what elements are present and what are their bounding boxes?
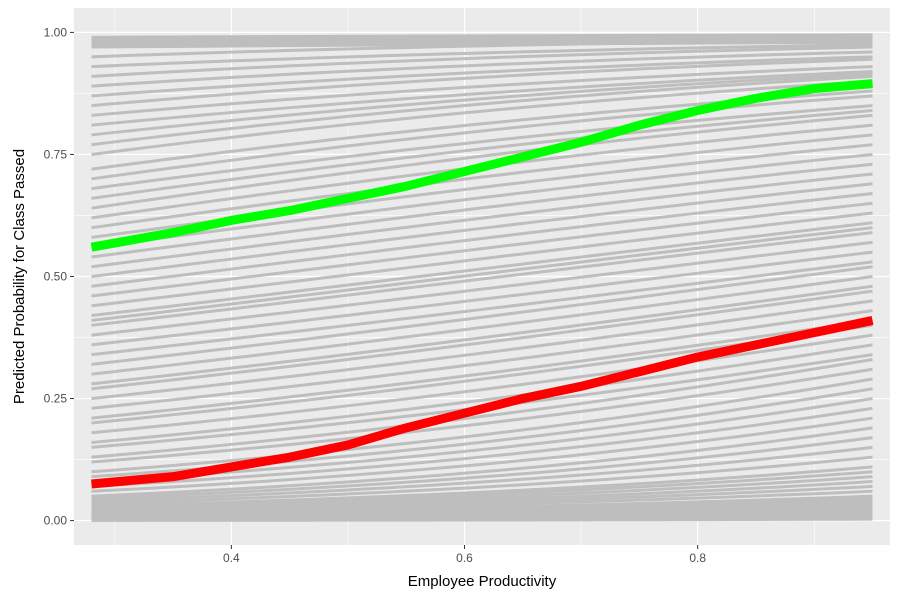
background-series-line	[91, 211, 873, 308]
x-tick-label: 0.4	[223, 551, 240, 565]
background-series-line	[91, 318, 873, 420]
x-axis: 0.4 0.6 0.8	[223, 545, 706, 565]
background-series-line	[91, 221, 873, 318]
background-series-line	[91, 201, 873, 298]
background-series-line	[91, 497, 873, 516]
x-axis-title: Employee Productivity	[408, 573, 557, 590]
background-series-line	[91, 74, 873, 147]
highlight-series-group	[90, 79, 874, 489]
background-series-line	[91, 57, 873, 108]
background-series-line	[91, 43, 873, 69]
background-series-line	[91, 33, 873, 39]
background-series-line	[91, 343, 873, 444]
background-series-group	[91, 33, 873, 522]
background-series-line	[91, 309, 873, 410]
background-series-line	[91, 299, 873, 401]
background-series-line	[91, 133, 873, 230]
background-series-line	[91, 436, 873, 501]
background-series-line	[91, 489, 873, 514]
background-series-line	[91, 192, 873, 288]
background-series-line	[91, 284, 873, 386]
y-axis-title: Predicted Probability for Class Passed	[11, 149, 28, 404]
highlight-series-line	[91, 316, 874, 489]
background-series-line	[91, 72, 873, 137]
background-series-line	[91, 250, 873, 347]
background-series-line	[91, 104, 873, 191]
background-series-line	[91, 113, 873, 210]
background-series-line	[91, 38, 873, 59]
background-series-line	[91, 367, 873, 464]
background-series-line	[91, 162, 873, 259]
background-series-line	[91, 182, 873, 278]
background-series-line	[91, 517, 873, 522]
background-series-line	[91, 289, 873, 391]
highlight-series-line	[90, 79, 873, 252]
y-tick-label: 0.25	[44, 392, 68, 406]
background-series-line	[91, 152, 873, 249]
background-series-line	[91, 426, 873, 498]
y-tick-label: 0.50	[44, 270, 68, 284]
background-series-line	[91, 226, 873, 322]
x-tick-label: 0.6	[456, 551, 473, 565]
background-series-line	[91, 260, 873, 357]
y-tick-label: 1.00	[44, 25, 68, 39]
background-series-line	[91, 470, 873, 509]
background-series-line	[91, 79, 873, 156]
y-tick-label: 0.75	[44, 147, 68, 161]
background-series-line	[91, 109, 873, 200]
background-series-line	[91, 333, 873, 435]
background-series-line	[91, 231, 873, 327]
background-series-line	[91, 445, 873, 503]
x-tick-label: 0.8	[689, 551, 706, 565]
y-axis: 0.00 0.25 0.50 0.75 1.00	[44, 25, 74, 528]
background-series-line	[91, 265, 873, 366]
background-series-line	[91, 455, 873, 505]
background-series-line	[91, 50, 873, 88]
background-series-line	[91, 406, 873, 488]
background-series-line	[91, 55, 873, 98]
background-series-line	[91, 69, 873, 127]
background-series-line	[91, 377, 873, 474]
background-series-line	[91, 65, 873, 117]
background-series-line	[91, 358, 873, 459]
background-series-line	[91, 94, 873, 181]
background-series-line	[91, 275, 873, 376]
background-series-line	[91, 35, 873, 44]
y-tick-label: 0.00	[44, 514, 68, 528]
background-series-line	[91, 172, 873, 269]
background-series-line	[91, 240, 873, 337]
background-series-line	[91, 45, 873, 78]
background-series-line	[91, 475, 873, 510]
background-series-line	[91, 416, 873, 493]
